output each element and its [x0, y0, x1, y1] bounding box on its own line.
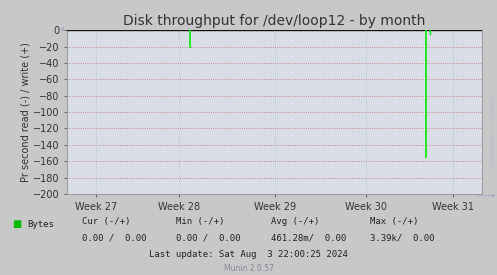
Text: Cur (-/+): Cur (-/+) — [82, 217, 130, 226]
Text: Max (-/+): Max (-/+) — [370, 217, 418, 226]
Text: RRDTOOL / TOBI OETIKER: RRDTOOL / TOBI OETIKER — [489, 97, 494, 167]
Text: 3.39k/  0.00: 3.39k/ 0.00 — [370, 233, 435, 242]
Text: Min (-/+): Min (-/+) — [176, 217, 225, 226]
Text: Last update: Sat Aug  3 22:00:25 2024: Last update: Sat Aug 3 22:00:25 2024 — [149, 250, 348, 259]
Text: Bytes: Bytes — [27, 220, 54, 229]
Text: 0.00 /  0.00: 0.00 / 0.00 — [82, 233, 147, 242]
Y-axis label: Pr second read (-) / write (+): Pr second read (-) / write (+) — [20, 42, 30, 182]
Text: Avg (-/+): Avg (-/+) — [271, 217, 319, 226]
Text: 0.00 /  0.00: 0.00 / 0.00 — [176, 233, 241, 242]
Text: ■: ■ — [12, 219, 22, 229]
Text: 461.28m/  0.00: 461.28m/ 0.00 — [271, 233, 346, 242]
Title: Disk throughput for /dev/loop12 - by month: Disk throughput for /dev/loop12 - by mon… — [123, 14, 426, 28]
Text: Munin 2.0.57: Munin 2.0.57 — [224, 265, 273, 273]
